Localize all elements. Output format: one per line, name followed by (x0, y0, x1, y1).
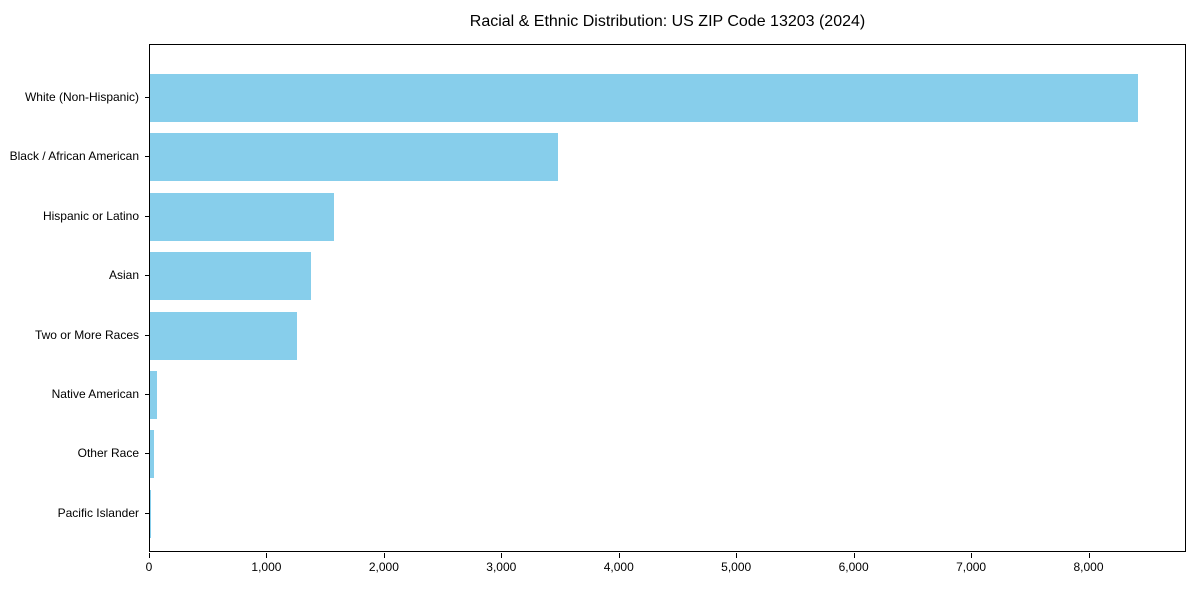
y-tick-label: Native American (51, 387, 139, 401)
x-tick-mark (618, 553, 620, 558)
y-tick-mark (145, 512, 150, 514)
y-tick-mark (145, 215, 150, 217)
x-tick-label: 8,000 (1073, 560, 1104, 574)
y-tick-label: Other Race (77, 446, 139, 461)
y-tick-label: Pacific Islander (57, 505, 139, 520)
x-tick-label: 6,000 (838, 560, 869, 574)
y-tick-mark (145, 453, 150, 455)
plot-area (149, 44, 1186, 552)
x-tick-mark (736, 553, 738, 558)
x-tick-mark (853, 553, 855, 558)
x-tick-mark (383, 553, 385, 558)
x-tick-label: 1,000 (251, 560, 282, 574)
y-tick-mark (145, 97, 150, 98)
y-tick-label: Black / African American (9, 149, 139, 164)
x-tick-label: 7,000 (956, 560, 987, 574)
x-tick-mark (149, 553, 150, 558)
y-tick-label: Two or More Races (34, 327, 139, 342)
chart-title: Racial & Ethnic Distribution: US ZIP Cod… (469, 13, 866, 30)
x-tick-label: 0 (145, 560, 153, 574)
x-tick-mark (266, 553, 268, 558)
bar (150, 133, 558, 182)
bar (150, 371, 158, 419)
x-tick-label: 2,000 (368, 560, 399, 574)
x-tick-mark (501, 553, 503, 558)
y-tick-label: Hispanic or Latino (42, 208, 139, 223)
bar (150, 252, 311, 301)
y-tick-mark (145, 156, 150, 158)
y-tick-mark (145, 275, 150, 277)
bar (150, 430, 154, 479)
bar (150, 311, 297, 360)
bar (150, 489, 151, 538)
x-tick-mark (971, 553, 973, 558)
bar (150, 192, 335, 241)
x-tick-mark (1088, 553, 1090, 558)
y-tick-label: White (Non-Hispanic) (24, 90, 139, 104)
x-tick-label: 4,000 (603, 560, 634, 574)
x-tick-label: 5,000 (721, 560, 752, 574)
x-tick-label: 3,000 (486, 560, 517, 574)
y-tick-label: Asian (108, 268, 139, 283)
y-tick-mark (145, 394, 150, 395)
y-tick-mark (145, 334, 150, 336)
bar (150, 74, 1138, 122)
